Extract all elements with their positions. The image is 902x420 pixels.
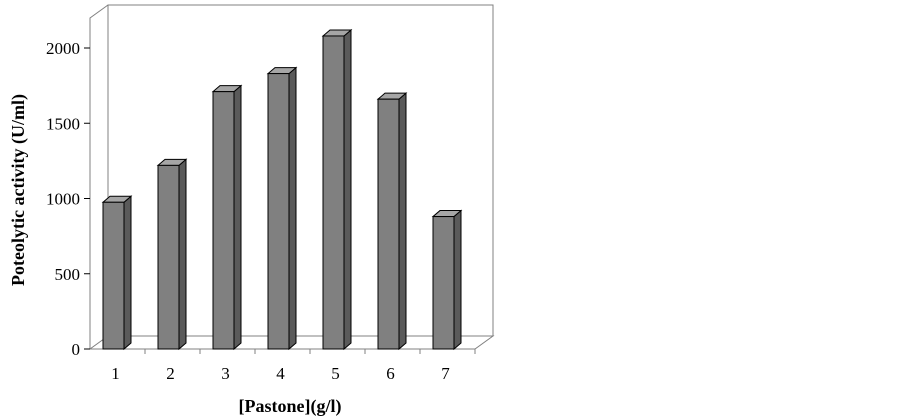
x-tick-label: 2: [166, 364, 175, 383]
bar-front: [102, 201, 125, 350]
bar-front: [212, 91, 235, 350]
y-axis-ticks: 0 500 1000 1500 2000: [46, 39, 90, 359]
bar-front: [432, 216, 455, 350]
x-axis-ticks: 1 2 3 4 5 6 7: [111, 349, 476, 383]
y-tick-label: 500: [55, 265, 81, 284]
bar-front: [267, 73, 290, 350]
y-tick-label: 2000: [46, 39, 80, 58]
bar-side: [453, 209, 462, 351]
y-tick-label: 1000: [46, 190, 80, 209]
bar-side: [123, 195, 132, 351]
bar-side: [288, 66, 297, 351]
bar-2: [156, 158, 188, 351]
x-tick-label: 1: [111, 364, 120, 383]
bars: [101, 28, 463, 351]
x-tick-label: 6: [386, 364, 395, 383]
y-axis-label: Poteolytic activity (U/ml): [8, 94, 29, 286]
x-tick-label: 5: [331, 364, 340, 383]
x-tick-label: 4: [276, 364, 285, 383]
bar-1: [101, 195, 133, 351]
bar-side: [178, 158, 187, 351]
bar-7: [431, 209, 463, 351]
x-axis-label: [Pastone](g/l): [239, 396, 342, 417]
bar-side: [233, 84, 242, 351]
y-tick-label: 1500: [46, 114, 80, 133]
bar-4: [266, 66, 298, 351]
x-tick-label: 3: [221, 364, 230, 383]
bar-side: [398, 92, 407, 351]
left-wall: [89, 4, 109, 349]
bar-5: [321, 28, 353, 351]
y-tick-label: 0: [72, 340, 81, 359]
floor: [88, 335, 495, 350]
plot-frame: [88, 4, 495, 350]
bar-3: [211, 84, 243, 351]
bar-front: [157, 164, 180, 350]
bar-front: [377, 98, 400, 350]
bar-front: [322, 35, 345, 350]
bar-side: [343, 28, 352, 351]
bar-6: [376, 92, 408, 351]
x-tick-label: 7: [441, 364, 450, 383]
